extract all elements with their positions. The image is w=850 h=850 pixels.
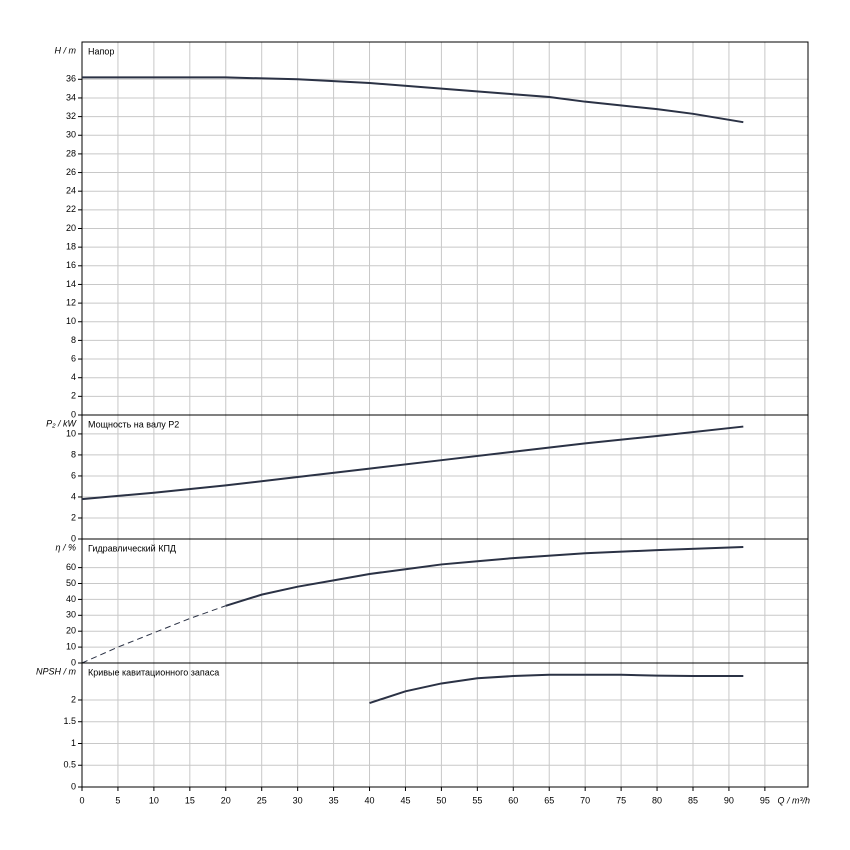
y-tick-label: 10 <box>66 428 76 438</box>
y-tick-label: 8 <box>71 449 76 459</box>
curve <box>225 545 744 607</box>
y-tick-label: 36 <box>66 74 76 84</box>
y-tick-label: 0 <box>71 657 76 667</box>
y-tick-label: 26 <box>66 167 76 177</box>
x-axis-label: Q / m³/h <box>777 795 810 805</box>
y-tick-label: 18 <box>66 242 76 252</box>
y-tick-label: 0 <box>71 533 76 543</box>
x-tick-label: 80 <box>652 795 662 805</box>
y-tick-label: 22 <box>66 204 76 214</box>
y-tick-label: 60 <box>66 562 76 572</box>
y-tick-label: 0 <box>71 781 76 791</box>
x-tick-label: 55 <box>472 795 482 805</box>
y-tick-label: 30 <box>66 610 76 620</box>
y-tick-label: 10 <box>66 316 76 326</box>
y-tick-label: 32 <box>66 111 76 121</box>
x-tick-label: 70 <box>580 795 590 805</box>
x-tick-label: 20 <box>221 795 231 805</box>
x-tick-label: 60 <box>508 795 518 805</box>
x-tick-label: 15 <box>185 795 195 805</box>
y-tick-label: 50 <box>66 578 76 588</box>
panel-frame <box>81 662 809 788</box>
y-tick-label: 40 <box>66 594 76 604</box>
panel-frame <box>81 538 809 664</box>
x-tick-label: 25 <box>257 795 267 805</box>
x-tick-label: 30 <box>293 795 303 805</box>
x-tick-label: 90 <box>724 795 734 805</box>
y-tick-label: 4 <box>71 491 76 501</box>
x-tick-label: 0 <box>79 795 84 805</box>
y-tick-label: 20 <box>66 223 76 233</box>
curve <box>369 673 744 704</box>
y-tick-label: 4 <box>71 372 76 382</box>
panel-title: Кривые кавитационного запаса <box>88 667 219 677</box>
x-tick-label: 45 <box>400 795 410 805</box>
y-tick-label: 30 <box>66 130 76 140</box>
curve <box>82 76 744 124</box>
x-tick-label: 50 <box>436 795 446 805</box>
panel-title: Напор <box>88 46 114 56</box>
y-tick-label: 28 <box>66 148 76 158</box>
y-tick-label: 20 <box>66 626 76 636</box>
x-tick-label: 95 <box>760 795 770 805</box>
x-tick-label: 65 <box>544 795 554 805</box>
x-tick-label: 5 <box>115 795 120 805</box>
panel-title: Мощность на валу P2 <box>88 419 179 429</box>
y-tick-label: 8 <box>71 335 76 345</box>
y-tick-label: 6 <box>71 470 76 480</box>
y-tick-label: 6 <box>71 353 76 363</box>
y-axis-label: NPSH / m <box>36 666 77 676</box>
y-tick-label: 14 <box>66 279 76 289</box>
y-tick-label: 34 <box>66 92 76 102</box>
y-tick-label: 16 <box>66 260 76 270</box>
y-axis-label: P₂ / kW <box>46 418 77 428</box>
panel-title: Гидравлический КПД <box>88 543 176 553</box>
x-tick-label: 85 <box>688 795 698 805</box>
y-tick-label: 2 <box>71 512 76 522</box>
y-tick-label: 1.5 <box>63 716 76 726</box>
x-tick-label: 40 <box>365 795 375 805</box>
y-tick-label: 12 <box>66 297 76 307</box>
x-tick-label: 35 <box>329 795 339 805</box>
y-axis-label: η / % <box>55 542 76 552</box>
y-tick-label: 0 <box>71 409 76 419</box>
y-axis-label: H / m <box>55 45 77 55</box>
y-tick-label: 10 <box>66 641 76 651</box>
y-tick-label: 24 <box>66 186 76 196</box>
x-tick-label: 10 <box>149 795 159 805</box>
y-tick-label: 0.5 <box>63 760 76 770</box>
y-tick-label: 2 <box>71 391 76 401</box>
y-tick-label: 1 <box>71 738 76 748</box>
curve <box>81 425 744 501</box>
y-tick-label: 2 <box>71 694 76 704</box>
x-tick-label: 75 <box>616 795 626 805</box>
